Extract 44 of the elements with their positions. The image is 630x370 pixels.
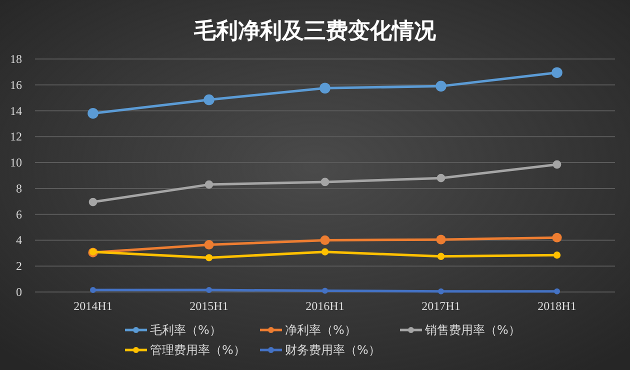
point	[554, 288, 560, 294]
point	[322, 288, 328, 294]
x-tick-label: 2015H1	[190, 299, 228, 313]
legend-label: 财务费用率（%）	[285, 343, 380, 357]
chart-title: 毛利净利及三费变化情况	[193, 18, 437, 43]
point	[552, 232, 562, 242]
y-tick-label: 14	[10, 104, 22, 118]
y-tick-label: 0	[16, 285, 22, 299]
x-tick-label: 2018H1	[538, 299, 576, 313]
y-tick-label: 8	[16, 181, 22, 196]
point	[90, 287, 96, 294]
point	[436, 80, 446, 92]
y-tick-label: 2	[16, 259, 22, 274]
point	[553, 252, 561, 259]
point	[437, 252, 445, 260]
point	[204, 240, 214, 250]
point	[436, 234, 446, 244]
y-tick-label: 4	[16, 233, 22, 248]
point	[204, 94, 214, 106]
legend-label: 销售费用率（%）	[424, 323, 520, 337]
point	[204, 180, 214, 189]
y-tick-label: 6	[16, 207, 22, 222]
point	[88, 108, 98, 119]
point	[552, 67, 562, 78]
y-tick-label: 16	[10, 78, 22, 92]
point	[320, 235, 330, 246]
point	[552, 160, 562, 169]
point	[205, 254, 213, 262]
legend-label: 净利率（%）	[285, 323, 356, 337]
y-tick-label: 12	[10, 130, 22, 144]
x-tick-label: 2016H1	[306, 299, 344, 313]
point	[320, 82, 330, 94]
y-tick-label: 18	[10, 52, 22, 66]
point	[436, 174, 446, 182]
point	[321, 248, 329, 256]
point	[438, 288, 444, 294]
y-tick-label: 10	[10, 156, 22, 170]
legend-label: 管理费用率（%）	[150, 343, 246, 357]
x-tick-label: 2017H1	[422, 299, 460, 313]
x-tick-label: 2014H1	[74, 299, 112, 313]
point	[320, 178, 330, 186]
legend-label: 毛利率（%）	[150, 323, 222, 337]
point	[206, 287, 212, 294]
point	[88, 198, 98, 206]
